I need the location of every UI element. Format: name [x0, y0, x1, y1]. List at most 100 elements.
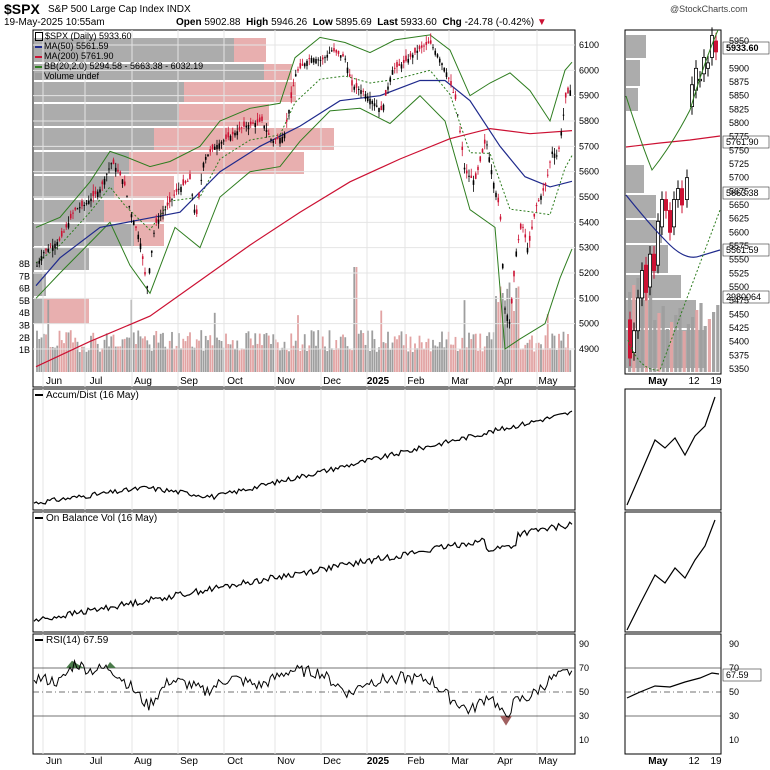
volume-tick-label: 3B [19, 321, 30, 331]
volume-bar [126, 337, 128, 372]
volume-bar [564, 347, 567, 372]
volume-bar [477, 350, 479, 372]
candle-body [450, 81, 452, 85]
volume-by-price-up-bar [34, 298, 44, 324]
zoom-candle-body [680, 188, 685, 206]
candle-body [103, 178, 106, 185]
zoom-ma50-line [625, 194, 721, 258]
volume-bar [63, 343, 65, 372]
candle-body [342, 53, 344, 57]
volume-bar [216, 337, 218, 372]
candle-body [517, 239, 520, 241]
volume-bar [315, 345, 317, 372]
candle-body [544, 183, 547, 186]
volume-bar [506, 288, 509, 372]
volume-bar [400, 331, 403, 372]
volume-bar [553, 335, 556, 372]
zoom-tick-label: 5375 [729, 350, 749, 360]
candle-body [137, 234, 140, 240]
price-tick-label: 5800 [579, 116, 599, 126]
candle-body [47, 248, 50, 252]
volume-by-price-up-bar [34, 64, 264, 80]
rsi-tick-label: 70 [579, 663, 589, 673]
candle-body [130, 214, 133, 218]
candle-body [270, 139, 272, 141]
volume-by-price-down-bar [114, 176, 174, 198]
volume-bar [344, 337, 347, 372]
volume-by-price-up-bar [34, 152, 129, 174]
candle-body [191, 194, 194, 196]
candle-body [357, 88, 360, 90]
legend-bb: BB(20,2.0) 5294.58 - 5663.38 - 6032.19 [35, 61, 203, 71]
volume-bar [414, 343, 416, 372]
candle-body [569, 90, 572, 96]
volume-bar [407, 351, 410, 372]
candle-body [479, 156, 482, 162]
candle-body [533, 213, 536, 217]
candle-body [76, 208, 79, 210]
candle-body [337, 50, 340, 54]
candle-body [328, 52, 331, 54]
candle-body [258, 117, 261, 122]
volume-bar [292, 345, 295, 372]
volume-bar [272, 334, 275, 372]
volume-bar [254, 333, 257, 372]
volume-bar [83, 346, 86, 372]
candle-body [465, 170, 468, 174]
candle-body [211, 144, 214, 150]
rsi-tick-label: 30 [579, 711, 589, 721]
candle-body [69, 213, 72, 219]
volume-bar [499, 286, 502, 372]
candle-body [310, 57, 313, 63]
volume-bar [281, 347, 284, 372]
zoom-volume-bar [703, 326, 707, 372]
line-swatch-icon [35, 517, 43, 520]
volume-bar [285, 349, 288, 372]
price-tick-label: 5600 [579, 167, 599, 177]
zoom-vbp-bar [626, 60, 640, 86]
zoom-bbmid-badge: 5663.38 [726, 188, 759, 198]
candle-body [153, 232, 155, 234]
obv-line [33, 521, 573, 623]
volume-by-price-up-bar [34, 104, 179, 126]
candle-body [441, 63, 443, 66]
zoom-candle-body [644, 264, 649, 293]
candle-body [261, 116, 263, 121]
zoom-ma200-badge: 5761.90 [726, 137, 759, 147]
candle-body [252, 122, 254, 124]
volume-bar [380, 310, 383, 372]
price-tick-label: 5300 [579, 243, 599, 253]
volume-tick-label: 4B [19, 308, 30, 318]
candle-body [207, 154, 209, 157]
volume-bar [153, 335, 155, 372]
candle-body [567, 87, 569, 94]
candle-body [537, 200, 540, 202]
volume-bar [42, 333, 45, 372]
candle-body [94, 191, 97, 194]
chart-header: $SPX S&P 500 Large Cap Index INDX 19-May… [0, 0, 770, 30]
zoom-volume-badge: 2980064 [726, 292, 761, 302]
candle-body [245, 125, 248, 128]
volume-bar [265, 332, 268, 372]
volume-bar [330, 348, 333, 372]
volume-bar [258, 333, 261, 372]
volume-bar [459, 348, 461, 372]
volume-bar [135, 344, 137, 372]
candle-body [382, 104, 385, 111]
volume-bar [279, 350, 281, 372]
quote-date: 19-May-2025 10:55am [4, 17, 105, 28]
volume-bar [56, 345, 59, 372]
volume-bar [513, 311, 515, 372]
candle-icon [35, 32, 43, 42]
volume-bar [240, 348, 243, 372]
zoom-volume-bar [674, 315, 678, 372]
zoom-tick-label: 5425 [729, 323, 749, 333]
volume-bar [486, 335, 488, 372]
candle-body [297, 69, 299, 71]
zoom-tick-label: 5600 [729, 227, 749, 237]
volume-bar [36, 330, 38, 372]
rsi-tick-label: 50 [579, 687, 589, 697]
month-label: Nov [277, 376, 295, 387]
volume-bar [159, 333, 162, 372]
zoom-vbp-bar [626, 220, 662, 243]
